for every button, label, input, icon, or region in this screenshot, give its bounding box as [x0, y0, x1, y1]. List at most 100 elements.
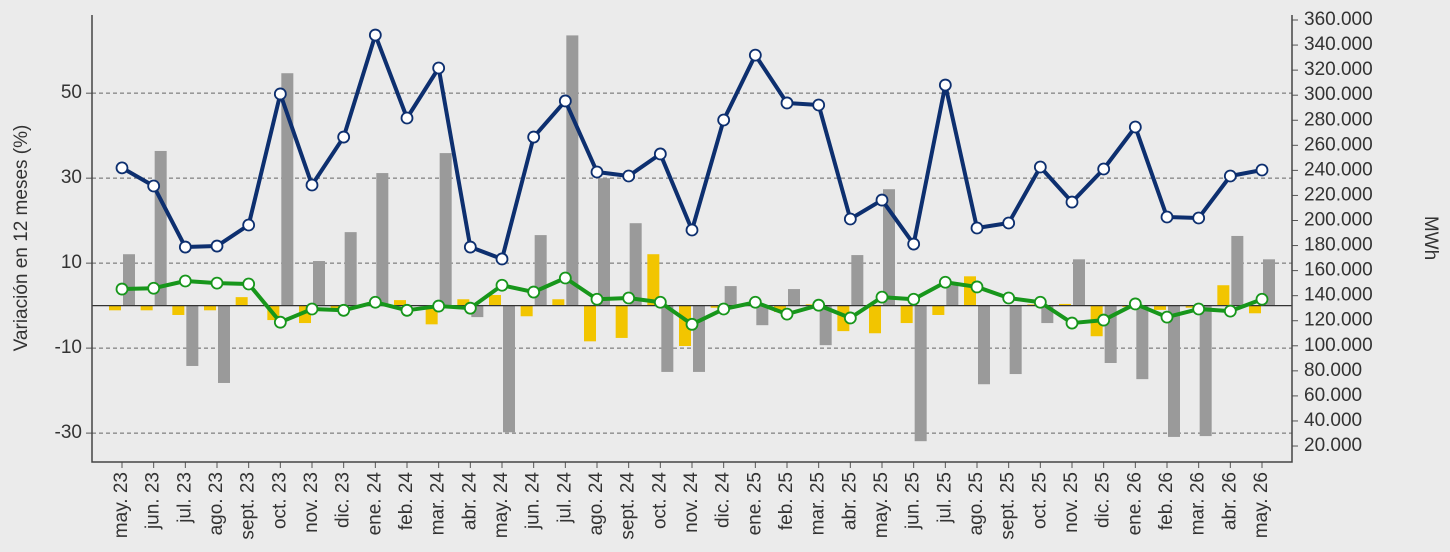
line-point [463, 240, 477, 254]
line-point [527, 285, 541, 299]
bar [710, 305, 723, 308]
bar [932, 305, 945, 315]
line-point [178, 240, 192, 254]
y-axis-label: Variación en 12 meses (%) [11, 125, 32, 352]
line-point [1223, 169, 1237, 183]
line-point [1065, 195, 1079, 209]
x-tick-label: jul. 23 [174, 472, 195, 524]
bar [218, 305, 230, 383]
line-point [653, 147, 667, 161]
line-point [843, 311, 857, 325]
bar [978, 305, 990, 385]
line-point [1128, 297, 1142, 311]
bar [281, 73, 294, 306]
line-point [432, 61, 446, 75]
x-tick-label: may. 25 [871, 472, 892, 538]
line-point [273, 87, 287, 101]
bar [724, 286, 737, 306]
bar [1154, 305, 1166, 310]
line-point [527, 130, 541, 144]
line-point [463, 301, 477, 315]
line-point [337, 130, 351, 144]
y-tick-label: -10 [55, 337, 82, 358]
x-tick-label: feb. 26 [1156, 472, 1177, 530]
bar [140, 305, 153, 311]
bar [186, 305, 199, 366]
x-tick-label: oct. 24 [649, 472, 670, 529]
bar [204, 305, 216, 311]
line-point [337, 303, 351, 317]
x-tick-label: dic. 23 [333, 472, 354, 528]
bar [1168, 305, 1180, 437]
line-point [685, 317, 699, 331]
line-point [1065, 316, 1079, 330]
y2-tick-label: 220.000 [1304, 184, 1373, 205]
bar [805, 304, 818, 306]
line-point [717, 302, 731, 316]
bar [1249, 305, 1261, 314]
line-point [210, 276, 224, 290]
line-point [1033, 160, 1047, 174]
bar [1231, 235, 1244, 306]
x-tick-label: mar. 25 [808, 472, 829, 535]
x-tick-label: oct. 25 [1029, 472, 1050, 529]
y-tick-label: 10 [61, 252, 82, 273]
bar [946, 285, 959, 306]
y2-tick-label: 120.000 [1304, 310, 1373, 331]
line-point [400, 111, 414, 125]
x-tick-label: sept. 25 [998, 472, 1019, 540]
x-tick-label: dic. 25 [1093, 472, 1114, 528]
bar [439, 153, 452, 306]
x-tick-label: ene. 26 [1124, 472, 1145, 535]
x-tick-label: ene. 25 [744, 472, 765, 535]
line-point [938, 78, 952, 92]
y2-tick-label: 180.000 [1304, 235, 1373, 256]
line-point [368, 295, 382, 309]
x-tick-label: jun. 25 [903, 472, 924, 530]
bar [154, 150, 167, 306]
line-point [875, 193, 889, 207]
line-point [685, 223, 699, 237]
bar [693, 305, 705, 372]
bar [756, 305, 769, 326]
line-point [147, 179, 161, 193]
y2-axis-label: MWh [1420, 216, 1441, 260]
line-point [1255, 163, 1269, 177]
line-point [242, 277, 256, 291]
line-point [178, 274, 192, 288]
x-tick-label: ago. 24 [586, 472, 607, 536]
x-tick-label: may. 26 [1251, 472, 1272, 538]
line-point [812, 98, 826, 112]
x-tick-label: mar. 26 [1188, 472, 1209, 535]
line-point [1033, 295, 1047, 309]
plot-frame [91, 15, 1293, 463]
bar [1136, 305, 1149, 380]
x-tick-label: nov. 25 [1061, 472, 1082, 533]
line-point [558, 94, 572, 108]
bar [1263, 259, 1275, 306]
line-point [1192, 211, 1206, 225]
bar [774, 305, 786, 313]
bar [1009, 305, 1022, 375]
line-point [748, 295, 762, 309]
line-point [495, 252, 509, 266]
bar [489, 295, 501, 306]
x-tick-label: ene. 24 [364, 472, 385, 536]
bar [313, 261, 325, 306]
x-tick-label: ago. 23 [206, 472, 227, 535]
bar [330, 305, 343, 310]
line-point [843, 212, 857, 226]
bar [788, 289, 800, 306]
bar [598, 178, 610, 306]
line-point [558, 271, 572, 285]
line-point [780, 96, 794, 110]
y2-tick-label: 240.000 [1304, 159, 1373, 180]
line-point [622, 169, 636, 183]
x-tick-label: mar. 24 [428, 472, 449, 536]
x-tick-label: dic. 24 [713, 472, 734, 528]
x-tick-label: nov. 24 [681, 472, 702, 533]
x-tick-label: jul. 25 [934, 472, 955, 524]
bar [520, 305, 533, 317]
line-point [368, 28, 382, 42]
line-point [495, 278, 509, 292]
